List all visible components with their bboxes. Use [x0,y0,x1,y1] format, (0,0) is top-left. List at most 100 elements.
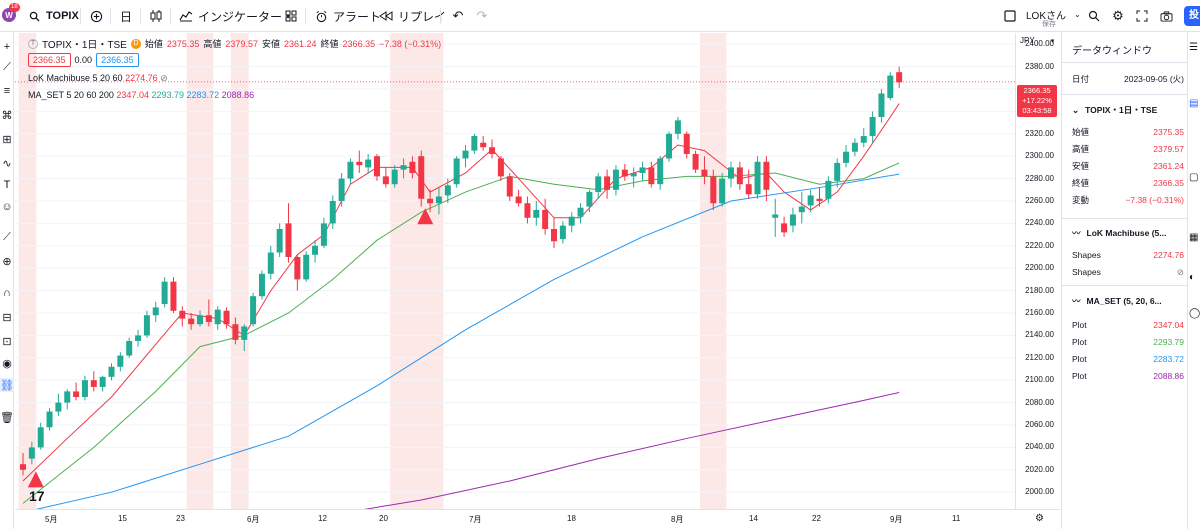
link-icon[interactable]: ⛓ [0,378,14,392]
candle [418,156,425,199]
indicator-legend-machibuse[interactable]: LoK Machibuse 5 20 60 2274.76 ⊘ [28,73,168,84]
lock-all-icon[interactable]: ⊡ [2,335,12,348]
calendar-icon[interactable]: ▦ [1189,232,1199,243]
zoom-in-icon[interactable]: ⊕ [2,255,12,268]
row-label: 始値 [1072,127,1090,137]
bar-countdown: 03:43:58 [1022,106,1052,115]
maset-section-label: MA_SET (5, 20, 6... [1086,296,1162,306]
candle [728,167,734,179]
watchlist-icon[interactable]: ☰ [1189,42,1198,53]
price-chart[interactable]: 17 [15,33,1015,527]
settings-gear-icon[interactable]: ⚙ [1035,513,1044,524]
machibuse-section-label: LoK Machibuse (5... [1086,228,1167,238]
delayed-badge: D [130,38,141,49]
line-icon: 〰 [1072,228,1081,238]
date-label: 日付 [1072,74,1090,84]
candle [736,167,743,185]
symbol-logo-icon: T [28,38,38,49]
high-value: 2379.57 [225,38,258,49]
magnet-icon[interactable]: ∩ [3,287,11,299]
symbol-section-label: TOPIX・1日・TSE [1085,105,1158,115]
candle [108,366,115,377]
redo-button[interactable]: ↷ [474,6,490,26]
indicators-label: インジケーター [198,9,283,24]
candle [267,252,274,274]
lock-icon[interactable]: ⊟ [2,311,12,324]
candle [674,120,681,134]
price-tick-label: 2400.00 [1025,39,1054,49]
crosshair-icon[interactable]: + [3,41,11,53]
symbol-section-header[interactable]: ⌄ TOPIX・1日・TSE [1072,104,1188,116]
fib-icon[interactable]: ≡ [3,85,11,97]
candle [568,216,575,226]
candlestick-chart-svg: 17 [15,33,1015,527]
current-price: 2366.35 [1023,86,1051,95]
eye-icon[interactable]: ◉ [2,357,12,370]
machibuse-section-header[interactable]: 〰 LoK Machibuse (5... [1072,227,1188,239]
layout-toggle-button[interactable] [1002,6,1018,26]
price-tick-label: 2080.00 [1025,397,1054,407]
candle [55,402,62,412]
time-tick-label: 18 [567,514,576,523]
pattern-icon[interactable]: ⌘ [1,109,13,122]
candle [427,198,434,204]
user-menu-button[interactable]: LOKさん ⌄ [1026,4,1081,24]
ma200-value: 2088.86 [221,90,255,100]
indicators-icon [178,8,194,24]
indicators-button[interactable]: インジケーター ▾ [178,6,290,26]
change-value: −7.38 (−0.31%) [379,38,442,49]
layouts-button[interactable] [283,6,299,26]
row-value: 2293.79 [1153,337,1184,347]
news-icon[interactable]: ▢ [1189,172,1199,183]
ask-button[interactable]: 2366.35 [96,53,139,67]
row-label: Plot [1072,337,1087,347]
candle [179,310,186,319]
ideas-icon[interactable]: ◐ [1189,272,1196,283]
data-window-row: Shapes ⊘ [1072,265,1184,279]
candle [524,203,531,218]
trendline-icon[interactable]: ⟋ [3,60,11,73]
indicator-legend-maset[interactable]: MA_SET 5 20 60 200 2347.04 2293.79 2283.… [28,90,254,100]
fullscreen-button[interactable] [1134,6,1150,26]
quick-search-button[interactable] [1086,6,1102,26]
chat-icon[interactable]: ◯ [1189,308,1200,319]
chart-type-button[interactable] [148,6,164,26]
candle [409,161,416,173]
maset-section-header[interactable]: 〰 MA_SET (5, 20, 6... [1072,295,1188,307]
replay-button[interactable]: リプレイ [378,6,446,26]
publish-button[interactable]: 投 [1184,6,1200,26]
currency-selector[interactable]: JPY ▾ [1020,36,1054,45]
ruler-icon[interactable]: ⟋ [3,230,11,243]
row-label: Shapes [1072,250,1101,260]
indicator1-value: 2274.76 [125,73,158,83]
forecast-icon[interactable]: ⊞ [2,133,12,146]
candle [648,167,655,185]
candle [365,159,372,168]
candle [595,176,602,193]
settings-button[interactable]: ⚙ [1110,6,1126,26]
time-axis[interactable]: ⚙ 5月 15 23 6月 12 20 7月 18 8月 14 22 9月 11 [15,509,1060,529]
undo-button[interactable]: ↶ [450,6,466,26]
brush-icon[interactable]: ∿ [2,157,12,170]
buy-signal-marker [417,208,434,225]
compare-button[interactable] [88,6,104,26]
symbol-search-button[interactable]: TOPIX [26,6,79,26]
candle [338,178,345,201]
alert-button[interactable]: アラート [313,6,381,26]
price-tick-label: 2000.00 [1025,487,1054,497]
legend-symbol[interactable]: TOPIX・1日・TSE [42,40,127,51]
candle [241,326,248,340]
snapshot-button[interactable] [1158,6,1174,26]
bid-button[interactable]: 2366.35 [28,53,71,67]
emoji-icon[interactable]: ☺ [1,201,13,213]
grid-icon [283,8,299,24]
candle [639,167,646,173]
row-label: 終値 [1072,178,1090,188]
interval-button[interactable]: 日 [120,6,132,26]
candle [816,198,823,201]
trash-icon[interactable]: 🗑 [0,411,14,424]
data-window-icon[interactable]: ▤ [1189,98,1199,109]
candle [28,447,35,459]
text-icon[interactable]: T [3,179,11,191]
right-sidebar: ☰ ▤ ▢ ▦ ◐ ◯ [1187,32,1200,529]
